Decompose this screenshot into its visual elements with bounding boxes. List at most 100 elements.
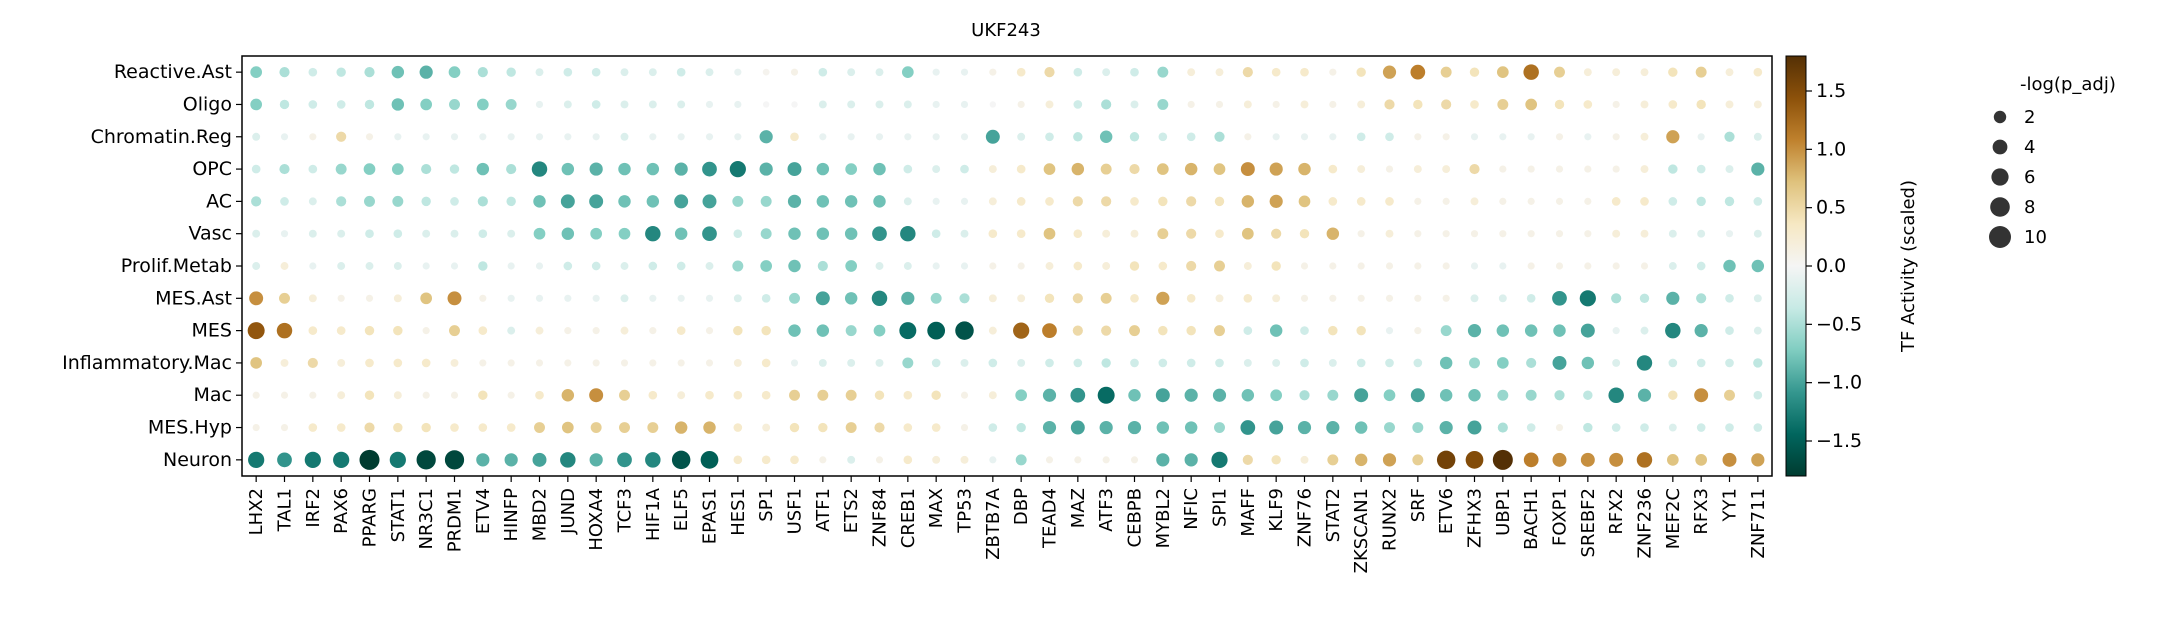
dot-Oligo-MAZ (1073, 100, 1083, 109)
dot-Chromatin.Reg-NFIC (1186, 132, 1196, 142)
dot-Mac-KLF9 (1270, 389, 1283, 402)
dot-Neuron-EPAS1 (700, 450, 719, 469)
dot-MES.Hyp-STAT2 (1326, 420, 1340, 435)
column-label-HINFP: HINFP (501, 488, 522, 542)
dot-Prolif.Metab-SP1 (760, 260, 773, 272)
dot-Prolif.Metab-KLF9 (1271, 261, 1281, 271)
dot-MES.Hyp-SP1 (762, 423, 771, 432)
column-label-RFX3: RFX3 (1691, 488, 1712, 535)
dot-Mac-RFX2 (1608, 387, 1624, 403)
column-label-RFX2: RFX2 (1606, 488, 1627, 535)
dot-Neuron-NR3C1 (416, 450, 436, 470)
size-legend-label: 2 (2024, 107, 2035, 128)
dot-MES-SRF (1414, 327, 1422, 335)
dot-MES-FOXP1 (1553, 324, 1566, 337)
dot-MES.Hyp-KLF9 (1269, 420, 1284, 435)
dot-MES.Ast-NFIC (1186, 293, 1196, 303)
dot-OPC-SREBF2 (1584, 165, 1592, 173)
dot-Mac-NR3C1 (422, 391, 430, 399)
dot-Oligo-TP53 (960, 100, 969, 109)
dot-Chromatin.Reg-KLF9 (1272, 133, 1280, 141)
dot-Inflammatory.Mac-SREBF2 (1581, 356, 1595, 370)
dot-Oligo-YY1 (1725, 100, 1734, 109)
dot-Oligo-TCF3 (620, 100, 629, 109)
dot-AC-ETV4 (477, 196, 488, 207)
dot-OPC-MYBL2 (1156, 163, 1169, 175)
dot-MES.Hyp-ETV6 (1439, 420, 1453, 435)
dot-Reactive.Ast-TEAD4 (1044, 67, 1055, 78)
dot-Inflammatory.Mac-CEBPB (1130, 358, 1139, 368)
dot-Chromatin.Reg-RUNX2 (1385, 132, 1394, 142)
dot-Oligo-ZNF711 (1753, 100, 1762, 109)
dot-AC-BACH1 (1527, 197, 1535, 205)
dot-Neuron-MYBL2 (1156, 453, 1170, 467)
column-label-TCF3: TCF3 (615, 488, 636, 533)
dot-Prolif.Metab-TP53 (960, 262, 969, 270)
dot-OPC-CEBPB (1129, 163, 1140, 175)
column-label-USF1: USF1 (785, 488, 806, 534)
dot-Neuron-ZNF711 (1751, 453, 1765, 467)
column-label-ZBTB7A: ZBTB7A (983, 487, 1004, 559)
dot-Neuron-MBD2 (532, 452, 547, 467)
dot-Vasc-SREBF2 (1584, 230, 1592, 238)
dot-Chromatin.Reg-ZNF711 (1753, 132, 1762, 141)
dot-Vasc-DBP (1016, 229, 1026, 239)
dot-AC-IRF2 (308, 197, 317, 206)
column-label-EPAS1: EPAS1 (700, 488, 721, 544)
dot-Oligo-DBP (1017, 100, 1025, 109)
dot-MES-ZBTB7A (988, 326, 997, 335)
dot-Inflammatory.Mac-PRDM1 (450, 358, 459, 367)
dot-Mac-STAT2 (1327, 389, 1339, 401)
dot-Chromatin.Reg-JUND (564, 133, 572, 141)
dot-Neuron-STAT2 (1327, 454, 1339, 466)
dot-Inflammatory.Mac-USF1 (790, 359, 799, 367)
dot-Prolif.Metab-SPI1 (1214, 260, 1225, 272)
dot-AC-RFX3 (1696, 196, 1706, 207)
dot-Prolif.Metab-MAZ (1073, 261, 1083, 271)
dot-Prolif.Metab-ATF3 (1102, 262, 1111, 270)
dot-Chromatin.Reg-ZBTB7A (985, 129, 1000, 144)
dot-Neuron-ETV6 (1436, 450, 1456, 470)
dot-Chromatin.Reg-MAZ (1073, 132, 1083, 142)
dot-OPC-IRF2 (308, 164, 318, 174)
dot-AC-TCF3 (618, 195, 631, 208)
dot-Inflammatory.Mac-RFX2 (1612, 358, 1621, 367)
dot-Chromatin.Reg-UBP1 (1499, 133, 1507, 141)
row-label-MES.Ast: MES.Ast (155, 287, 232, 309)
dot-Reactive.Ast-BACH1 (1523, 64, 1539, 80)
row-label-Oligo: Oligo (183, 93, 232, 115)
dot-Reactive.Ast-SREBF2 (1583, 68, 1592, 77)
colorbar-tick-label: 0.0 (1816, 255, 1846, 277)
dot-MES-ZNF76 (1300, 326, 1309, 335)
colorbar-tick-label: 1.5 (1816, 80, 1846, 102)
dot-Vasc-RFX3 (1697, 229, 1706, 238)
dot-Oligo-USF1 (791, 101, 798, 108)
dot-Neuron-PRDM1 (444, 450, 465, 470)
dot-Inflammatory.Mac-TP53 (960, 358, 969, 367)
dot-MES.Hyp-PPARG (364, 422, 375, 433)
dot-Reactive.Ast-TAL1 (279, 67, 290, 78)
dot-Chromatin.Reg-CREB1 (904, 133, 912, 141)
size-legend-label: 4 (2024, 137, 2035, 158)
dot-AC-HOXA4 (589, 194, 604, 209)
dot-Oligo-IRF2 (308, 100, 318, 109)
dot-AC-SRF (1414, 197, 1422, 205)
dot-Mac-RUNX2 (1383, 389, 1396, 402)
dot-Neuron-IRF2 (304, 451, 321, 468)
dot-OPC-JUND (561, 162, 575, 176)
column-label-UBP1: UBP1 (1493, 488, 1514, 536)
dot-MES.Ast-TP53 (959, 293, 970, 304)
colorbar-tick-label: 0.5 (1816, 197, 1846, 219)
dot-Vasc-STAT2 (1326, 227, 1340, 240)
dot-Prolif.Metab-CREB1 (903, 262, 912, 270)
column-label-MAX: MAX (926, 488, 947, 528)
dot-Oligo-ZNF76 (1300, 100, 1309, 109)
dot-Neuron-UBP1 (1492, 449, 1513, 470)
dot-Inflammatory.Mac-ELF5 (677, 359, 685, 367)
dot-Prolif.Metab-NFIC (1186, 260, 1197, 272)
row-label-MES.Hyp: MES.Hyp (148, 417, 232, 439)
dot-Prolif.Metab-ELF5 (676, 261, 686, 271)
dot-Prolif.Metab-ZNF236 (1640, 262, 1649, 270)
dot-MES-ATF1 (816, 324, 830, 337)
dot-MES-SREBF2 (1580, 323, 1595, 338)
